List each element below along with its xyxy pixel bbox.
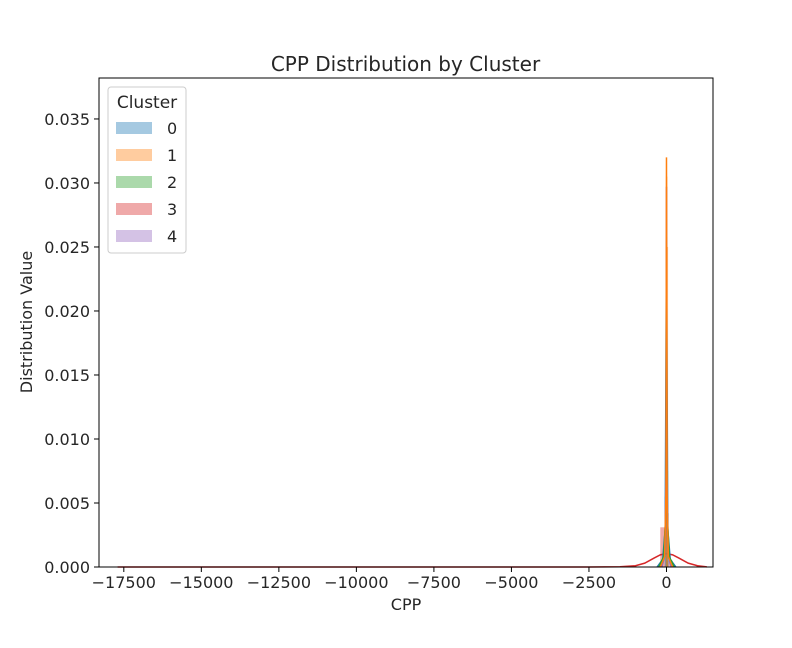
legend-swatch-0: [116, 122, 152, 134]
y-tick-label: 0.035: [44, 110, 90, 129]
legend-swatch-1: [116, 149, 152, 161]
plot-area: [117, 157, 707, 568]
legend-label-4: 4: [167, 227, 177, 246]
y-tick-label: 0.025: [44, 238, 90, 257]
x-tick-label: −12500: [247, 573, 311, 592]
y-tick-label: 0.000: [44, 558, 90, 577]
y-tick-label: 0.030: [44, 174, 90, 193]
legend-label-3: 3: [167, 200, 177, 219]
legend: Cluster 0 1 2 3 4: [107, 86, 187, 254]
axes-frame: [98, 77, 714, 568]
chart-title: CPP Distribution by Cluster: [271, 52, 541, 76]
y-axis: 0.000 0.005 0.010 0.015 0.020 0.025 0.030 0.035: [44, 110, 99, 577]
legend-swatch-3: [116, 203, 152, 215]
x-tick-label: −7500: [407, 573, 461, 592]
y-tick-label: 0.010: [44, 430, 90, 449]
legend-label-1: 1: [167, 146, 177, 165]
x-tick-label: −2500: [562, 573, 616, 592]
kde-line-cluster-1: [659, 157, 674, 568]
x-tick-label: 0: [661, 573, 671, 592]
y-tick-label: 0.020: [44, 302, 90, 321]
y-tick-label: 0.005: [44, 494, 90, 513]
x-axis-label: CPP: [391, 595, 422, 614]
x-tick-label: −5000: [484, 573, 538, 592]
kde-line-cluster-3: [117, 552, 707, 568]
y-tick-label: 0.015: [44, 366, 90, 385]
legend-swatch-2: [116, 176, 152, 188]
x-tick-label: −15000: [169, 573, 233, 592]
x-tick-label: −10000: [324, 573, 388, 592]
series-3: [117, 527, 707, 568]
x-tick-label: −17500: [92, 573, 156, 592]
legend-box: [107, 86, 187, 254]
series-1: [659, 157, 674, 568]
x-axis: −17500 −15000 −12500 −10000 −7500 −5000 −2500 0: [92, 567, 672, 592]
legend-entries: 0 1 2 3 4: [116, 119, 177, 246]
legend-label-2: 2: [167, 173, 177, 192]
legend-title: Cluster: [117, 93, 177, 113]
legend-swatch-4: [116, 230, 152, 242]
legend-label-0: 0: [167, 119, 177, 138]
y-axis-label: Distribution Value: [17, 251, 36, 393]
